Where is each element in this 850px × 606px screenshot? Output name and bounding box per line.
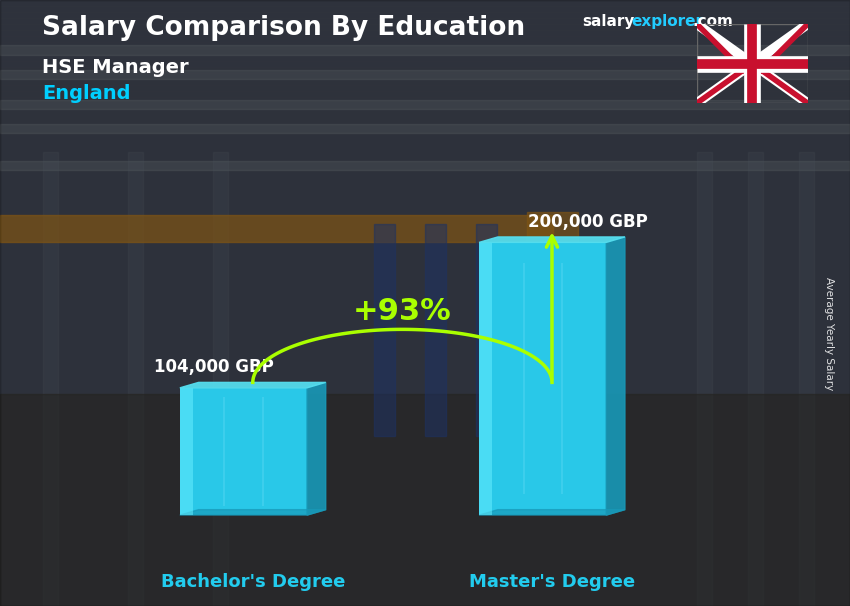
Text: England: England — [42, 84, 131, 102]
Bar — [0, 30, 850, 36]
Bar — [0, 36, 850, 42]
Bar — [479, 242, 492, 515]
Bar — [799, 152, 814, 606]
Polygon shape — [180, 382, 326, 388]
Bar — [0, 115, 850, 121]
Bar — [42, 152, 58, 606]
Bar — [476, 224, 497, 436]
Text: Salary Comparison By Education: Salary Comparison By Education — [42, 15, 525, 41]
Bar — [0, 121, 850, 127]
Bar — [0, 100, 850, 109]
Text: Master's Degree: Master's Degree — [469, 573, 635, 591]
Bar — [0, 48, 850, 55]
Bar — [0, 55, 850, 61]
Bar — [0, 85, 850, 91]
Bar — [0, 73, 850, 79]
Bar — [0, 0, 850, 6]
Bar — [0, 182, 850, 188]
Bar — [0, 158, 850, 164]
Text: 104,000 GBP: 104,000 GBP — [154, 358, 274, 376]
Bar — [0, 127, 850, 133]
Bar — [0, 215, 552, 242]
Text: .com: .com — [693, 14, 734, 29]
Bar — [0, 170, 850, 176]
Bar — [0, 218, 850, 224]
Bar — [0, 200, 850, 206]
Bar — [0, 145, 850, 152]
Text: HSE Manager: HSE Manager — [42, 58, 189, 76]
Polygon shape — [180, 510, 326, 515]
Bar — [0, 103, 850, 109]
Bar — [0, 61, 850, 67]
Bar — [0, 133, 850, 139]
Bar — [0, 176, 850, 182]
Bar — [0, 194, 850, 200]
Text: explorer: explorer — [632, 14, 704, 29]
Text: salary: salary — [582, 14, 635, 29]
Bar — [0, 79, 850, 85]
Bar — [0, 12, 850, 18]
Bar — [0, 164, 850, 170]
Polygon shape — [307, 382, 326, 515]
Polygon shape — [479, 237, 625, 242]
Bar — [0, 24, 850, 30]
Bar — [425, 224, 446, 436]
Bar — [180, 388, 307, 515]
Bar — [0, 230, 850, 236]
Bar — [180, 388, 193, 515]
Bar — [0, 206, 850, 212]
Bar — [527, 212, 578, 273]
Bar — [0, 6, 850, 12]
Bar — [0, 124, 850, 133]
Bar — [212, 152, 228, 606]
Bar — [697, 152, 712, 606]
Bar — [0, 224, 850, 230]
Bar — [479, 242, 606, 515]
Bar — [0, 91, 850, 97]
Bar — [0, 161, 850, 170]
Bar — [128, 152, 143, 606]
Bar — [0, 236, 850, 242]
Bar — [748, 152, 763, 606]
Bar — [0, 212, 850, 218]
Bar — [0, 97, 850, 103]
Bar — [0, 152, 850, 158]
Text: 200,000 GBP: 200,000 GBP — [528, 213, 648, 231]
Bar — [0, 139, 850, 145]
Bar — [0, 394, 850, 606]
Bar — [0, 18, 850, 24]
Bar — [0, 109, 850, 115]
Bar — [0, 67, 850, 73]
Text: Average Yearly Salary: Average Yearly Salary — [824, 277, 834, 390]
Text: +93%: +93% — [353, 297, 451, 325]
Bar — [0, 42, 850, 48]
Polygon shape — [606, 237, 625, 515]
Bar — [374, 224, 395, 436]
Polygon shape — [479, 510, 625, 515]
Text: Bachelor's Degree: Bachelor's Degree — [161, 573, 345, 591]
Bar — [0, 70, 850, 79]
Bar — [0, 45, 850, 55]
Bar — [0, 188, 850, 194]
